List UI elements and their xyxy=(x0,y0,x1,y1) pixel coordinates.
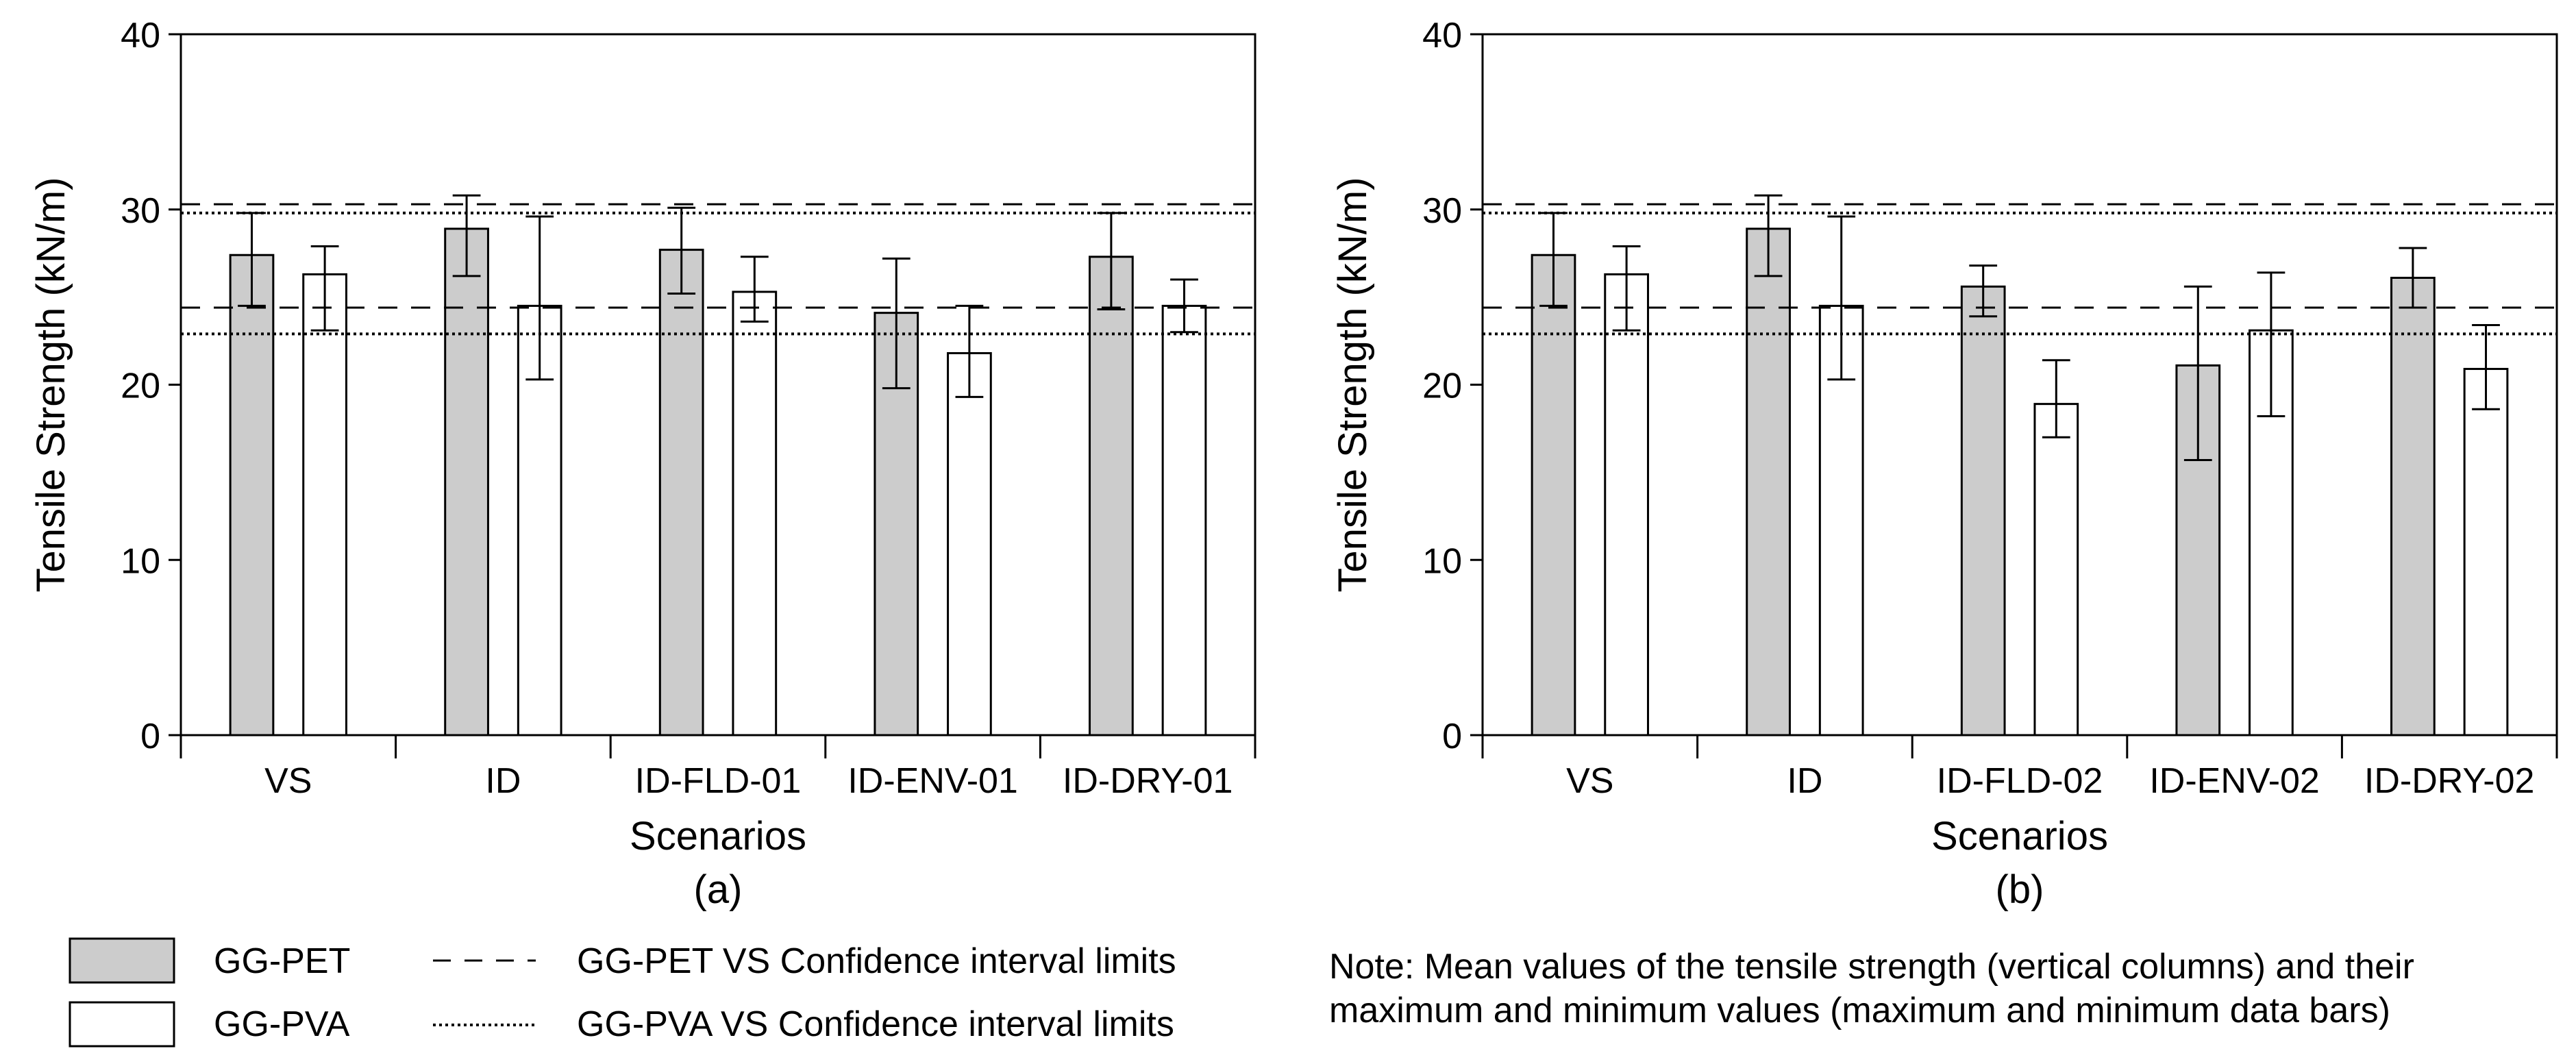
legend-swatch-gg-pet xyxy=(69,937,175,984)
x-tick-label: ID xyxy=(485,761,521,801)
bar-gg-pet-id-dry-01 xyxy=(1089,256,1134,737)
x-tick-label: VS xyxy=(1566,761,1613,801)
bar-gg-pet-id-fld-02 xyxy=(1960,285,2006,737)
x-tick-label: ID-FLD-01 xyxy=(635,761,802,801)
bar-gg-pva-id-fld-02 xyxy=(2033,403,2079,737)
y-tick-label: 10 xyxy=(121,541,160,581)
note-line-2: maximum and minimum values (maximum and … xyxy=(1329,991,2390,1030)
y-axis-title: Tensile Strength (kN/m) xyxy=(1330,177,1375,593)
x-axis-title: Scenarios xyxy=(1931,814,2108,858)
y-tick-label: 20 xyxy=(1422,367,1462,406)
y-tick-label: 30 xyxy=(121,191,160,231)
x-axis-title: Scenarios xyxy=(630,814,806,858)
bar-gg-pva-id-env-01 xyxy=(947,351,992,737)
panel-label: (b) xyxy=(1996,867,2044,912)
y-tick-label: 20 xyxy=(121,367,160,406)
bar-gg-pet-id xyxy=(444,227,489,737)
y-tick-label: 10 xyxy=(1422,541,1462,581)
bar-gg-pva-id-dry-01 xyxy=(1161,304,1207,737)
legend-label-gg-pet: GG-PET xyxy=(214,941,350,981)
note-line-1: Note: Mean values of the tensile strengt… xyxy=(1329,947,2414,987)
x-tick-label: ID-DRY-02 xyxy=(2364,761,2535,801)
chart-panel-b: 0 10 20 30 40 VS ID ID-FLD-02 ID-ENV-02 ID-DRY-02… xyxy=(1330,16,2558,912)
y-tick-label: 40 xyxy=(121,16,160,55)
note: Note: Mean values of the tensile strengt… xyxy=(1329,947,2414,1030)
bar-gg-pet-vs xyxy=(1531,253,1576,737)
bar-gg-pva-id xyxy=(517,304,562,737)
legend-swatch-gg-pva xyxy=(69,1001,175,1048)
x-tick-label: ID-ENV-02 xyxy=(2149,761,2320,801)
bar-gg-pet-id-env-01 xyxy=(874,312,919,737)
bar-gg-pet-vs xyxy=(229,253,275,737)
bar-gg-pva-id-dry-02 xyxy=(2463,367,2509,737)
panel-label: (a) xyxy=(694,867,743,912)
y-tick-label: 0 xyxy=(1442,717,1462,756)
legend-label-gg-pva: GG-PVA xyxy=(214,1004,350,1044)
bar-gg-pva-id-fld-01 xyxy=(732,290,778,737)
x-tick-label: VS xyxy=(264,761,312,801)
y-tick-label: 40 xyxy=(1422,16,1462,55)
x-tick-label: ID-ENV-01 xyxy=(847,761,1018,801)
x-tick-label: ID-DRY-01 xyxy=(1063,761,1233,801)
bar-gg-pva-vs xyxy=(1604,273,1649,737)
y-tick-label: 0 xyxy=(140,717,160,756)
bar-gg-pet-id-fld-01 xyxy=(658,249,704,737)
bar-gg-pva-vs xyxy=(302,273,347,737)
x-tick-label: ID-FLD-02 xyxy=(1937,761,2103,801)
x-tick-label: ID xyxy=(1787,761,1822,801)
legend-label-pva-ci: GG-PVA VS Confidence interval limits xyxy=(577,1004,1174,1044)
bar-gg-pet-id xyxy=(1746,227,1791,737)
bar-gg-pet-id-dry-02 xyxy=(2390,276,2436,737)
y-tick-label: 30 xyxy=(1422,191,1462,231)
chart-panel-a: 0 10 20 30 40 VS ID ID-FLD-01 ID-ENV-01 ID-DRY-01… xyxy=(29,16,1256,912)
y-axis-title: Tensile Strength (kN/m) xyxy=(29,177,73,593)
legend-label-pet-ci: GG-PET VS Confidence interval limits xyxy=(577,941,1176,981)
legend: GG-PET GG-PVA GG-PET VS Confidence inter… xyxy=(69,937,1176,1048)
